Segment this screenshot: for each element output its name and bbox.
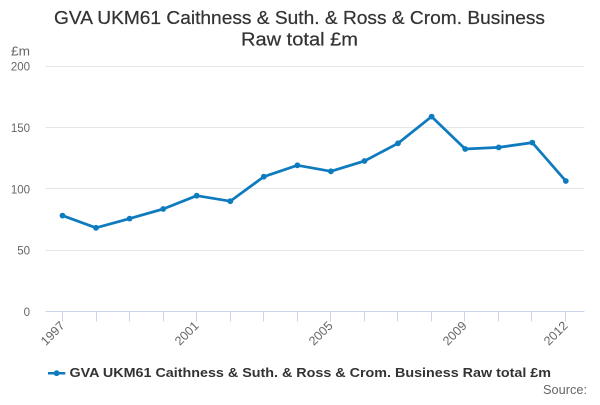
svg-text:150: 150 xyxy=(11,123,30,135)
svg-text:Raw total £m: Raw total £m xyxy=(241,29,358,50)
svg-text:200: 200 xyxy=(11,62,30,74)
svg-text:100: 100 xyxy=(11,184,30,196)
svg-text:Source:: Source: xyxy=(543,382,587,397)
svg-text:0: 0 xyxy=(24,307,30,319)
svg-text:£m: £m xyxy=(11,45,30,59)
svg-text:GVA UKM61 Caithness & Suth. &: GVA UKM61 Caithness & Suth. & Ross & Cro… xyxy=(54,7,545,28)
svg-text:50: 50 xyxy=(17,246,30,258)
svg-text:GVA UKM61 Caithness & Suth. &: GVA UKM61 Caithness & Suth. & Ross & Cro… xyxy=(70,366,552,380)
